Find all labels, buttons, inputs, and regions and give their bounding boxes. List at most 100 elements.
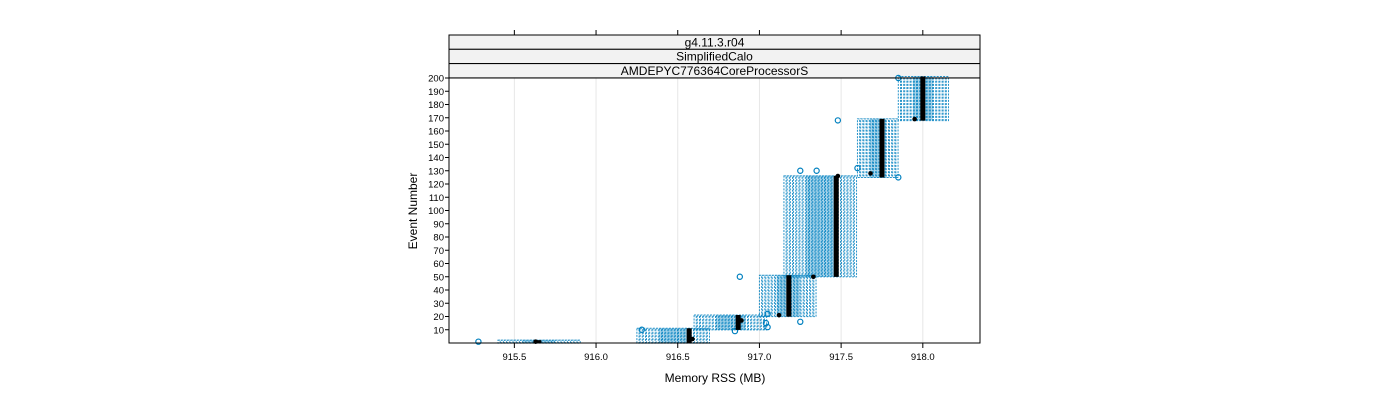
y-tick-label: 50 [433, 272, 444, 283]
trace-mark [703, 314, 707, 331]
trace-mark [712, 314, 716, 331]
trace-mark [936, 76, 940, 122]
strip-label: g4.11.3.r04 [685, 35, 745, 49]
y-tick-label: 150 [428, 140, 444, 151]
trace-mark [754, 314, 758, 331]
trace-mark [645, 327, 650, 344]
trace-mark [751, 314, 755, 331]
trace-mark [901, 76, 905, 122]
trace-mark [850, 175, 854, 278]
trace-mark [866, 118, 870, 179]
x-tick-label: 918.0 [911, 352, 935, 363]
x-tick-label: 916.5 [666, 352, 690, 363]
trace-mark [790, 274, 795, 318]
trace-mark [758, 274, 763, 318]
y-tick-label: 130 [428, 166, 444, 177]
data-layer [475, 74, 950, 345]
trace-mark [904, 76, 908, 122]
trace-mark [895, 118, 899, 179]
trace-mark [765, 274, 769, 318]
y-tick-label: 20 [433, 312, 444, 323]
trace-mark [778, 274, 782, 318]
trace-mark [793, 175, 797, 278]
trace-mark [771, 274, 775, 318]
trace-mark [551, 339, 556, 344]
outlier-point [854, 164, 861, 172]
trace-mark [564, 339, 568, 344]
trace-mark [815, 175, 819, 278]
x-tick-label: 917.5 [829, 352, 853, 363]
cluster-5 [854, 118, 902, 181]
trace-mark [781, 274, 785, 318]
trace-mark [841, 175, 845, 278]
median-point [835, 173, 841, 179]
cluster-2 [693, 314, 771, 335]
trace-mark [796, 175, 800, 278]
trace-mark [799, 175, 803, 278]
trace-mark [810, 274, 814, 318]
trace-mark [639, 327, 643, 344]
trace-mark [786, 175, 790, 278]
trace-mark [813, 274, 817, 318]
trace-mark [888, 118, 893, 179]
outlier-point [475, 338, 482, 345]
outlier-point [764, 310, 771, 318]
strip-layer: g4.11.3.r04SimplifiedCaloAMDEPYC776364Co… [448, 34, 981, 79]
trace-mark [545, 339, 549, 344]
trace-mark [731, 314, 736, 331]
trace-mark [828, 175, 832, 278]
y-axis-title: Event Number [406, 173, 420, 250]
y-tick-label: 190 [428, 87, 444, 98]
grid-layer [513, 78, 924, 343]
outlier-point [834, 117, 842, 124]
outlier-point [731, 327, 739, 335]
trace-mark [757, 314, 761, 331]
trace-mark [507, 339, 511, 344]
trace-mark [800, 274, 804, 318]
trace-mark [526, 339, 530, 344]
trace-mark [939, 76, 943, 122]
trace-mark [655, 327, 659, 344]
trace-mark [658, 327, 662, 344]
trace-mark [636, 327, 640, 344]
trace-mark [892, 118, 896, 179]
trace-mark [907, 76, 911, 122]
trace-mark [500, 339, 504, 344]
cluster-3 [736, 273, 817, 325]
density-band [805, 175, 836, 277]
median-point [739, 318, 744, 323]
trace-mark [699, 314, 704, 331]
strip-label: SimplifiedCalo [676, 50, 753, 64]
y-tick-label: 30 [433, 299, 444, 310]
median-point [811, 274, 816, 280]
median-point [912, 116, 917, 122]
trace-mark [577, 339, 581, 344]
y-tick-label: 110 [429, 193, 444, 204]
trace-mark [856, 118, 861, 179]
median-point [776, 312, 782, 318]
trace-mark [805, 175, 810, 278]
y-tick-label: 90 [433, 219, 444, 230]
trace-mark [926, 76, 930, 122]
trace-mark [768, 274, 772, 318]
trace-mark [747, 314, 752, 331]
trace-mark [844, 175, 848, 278]
axis-layer: 915.5 916.0 916.5 917.0 917.5 918.0 10 20 30 40 50… [428, 30, 981, 363]
trace-mark [945, 76, 950, 122]
trace-mark [885, 118, 889, 179]
y-tick-label: 200 [428, 74, 444, 85]
trace-mark [567, 339, 572, 344]
trace-mark [693, 327, 698, 344]
outlier-point [895, 174, 902, 181]
trace-mark [693, 314, 697, 331]
strip-label: AMDEPYC776364CoreProcessorS [621, 64, 808, 78]
trace-mark [929, 76, 934, 122]
trace-mark [797, 274, 801, 318]
trace-mark [806, 274, 811, 318]
y-tick-label: 120 [428, 180, 444, 191]
trace-mark [809, 175, 813, 278]
trace-mark [497, 339, 501, 344]
trace-mark [725, 314, 729, 331]
trace-mark [561, 339, 565, 344]
